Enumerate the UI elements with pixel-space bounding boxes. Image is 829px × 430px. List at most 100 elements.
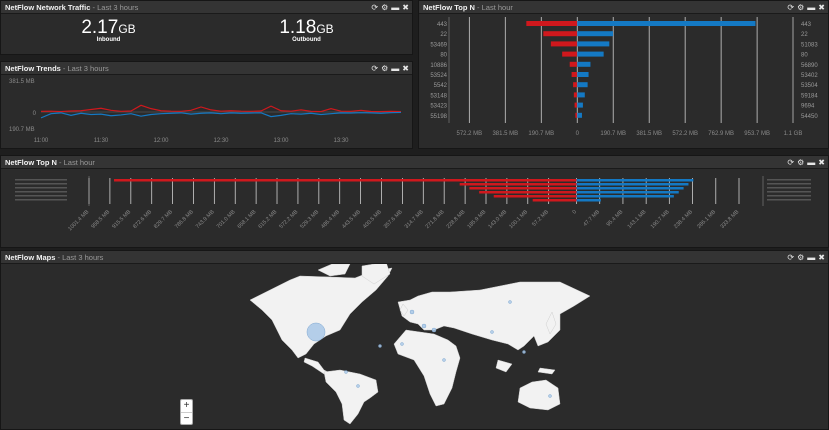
gear-icon[interactable]: ⚙ bbox=[381, 3, 389, 12]
category-label: 443 bbox=[801, 22, 812, 28]
minimize-icon[interactable]: ▬ bbox=[807, 253, 816, 262]
x-tick-label: 529.3 MB bbox=[299, 209, 320, 230]
category-label: 443 bbox=[437, 22, 448, 28]
category-label: 51083 bbox=[801, 42, 818, 48]
x-tick-label: 190.7 MB bbox=[600, 131, 626, 137]
outbound-bar bbox=[577, 82, 588, 88]
inbound-bar bbox=[526, 21, 578, 26]
category-label: 5542 bbox=[434, 83, 448, 89]
x-tick-label: 615.2 MB bbox=[258, 209, 279, 230]
zoom-out-button[interactable]: − bbox=[181, 412, 192, 424]
outbound-bar bbox=[577, 21, 756, 26]
network-traffic-header: NetFlow Network Traffic - Last 3 hours ⟳… bbox=[1, 1, 412, 14]
close-icon[interactable]: ✖ bbox=[818, 158, 825, 167]
minimize-icon[interactable]: ▬ bbox=[391, 3, 400, 12]
x-tick-label: 743.9 MB bbox=[195, 209, 216, 230]
topn-wide-chart: 1001.4 MB 958.5 MB 915.5 MB 872.6 MB 829.7 M… bbox=[15, 176, 811, 232]
x-tick-label: 357.6 MB bbox=[383, 209, 404, 230]
x-tick-label: 57.2 MB bbox=[531, 209, 550, 228]
gear-icon[interactable]: ⚙ bbox=[797, 3, 805, 12]
category-label-placeholder bbox=[767, 179, 811, 181]
x-tick-label: 190.7 MB bbox=[650, 209, 671, 230]
x-tick-label: 238.4 MB bbox=[673, 209, 694, 230]
y-tick-label: 0 bbox=[33, 111, 37, 117]
x-tick-label: 11:00 bbox=[34, 138, 49, 144]
flow-bubble bbox=[409, 309, 415, 315]
flow-bubble bbox=[508, 300, 512, 304]
x-tick-label: 95.4 MB bbox=[606, 209, 625, 228]
zoom-in-button[interactable]: + bbox=[183, 400, 190, 411]
topn-wide-header: NetFlow Top N - Last hour ⟳ ⚙ ▬ ✖ bbox=[1, 156, 828, 169]
outbound-bar bbox=[577, 61, 591, 67]
country-shape bbox=[303, 357, 329, 375]
inbound-bar bbox=[573, 92, 578, 98]
inbound-value: 2.17 bbox=[81, 17, 119, 38]
close-icon[interactable]: ✖ bbox=[818, 3, 825, 12]
category-label: 59184 bbox=[801, 93, 818, 99]
network-traffic-panel: NetFlow Network Traffic - Last 3 hours ⟳… bbox=[0, 0, 413, 55]
x-tick-label: 786.8 MB bbox=[174, 209, 195, 230]
x-tick-label: 11:30 bbox=[94, 138, 109, 144]
panel-subtitle: - Last hour bbox=[56, 158, 95, 167]
category-label: 80 bbox=[440, 53, 447, 59]
category-label-placeholder bbox=[15, 199, 67, 201]
close-icon[interactable]: ✖ bbox=[402, 64, 409, 73]
x-tick-label: 228.8 MB bbox=[446, 209, 467, 230]
flow-bubble bbox=[344, 370, 348, 374]
x-tick-label: 314.7 MB bbox=[404, 209, 425, 230]
minimize-icon[interactable]: ▬ bbox=[807, 158, 816, 167]
maps-header: NetFlow Maps - Last 3 hours ⟳ ⚙ ▬ ✖ bbox=[1, 251, 828, 264]
x-tick-label: 271.8 MB bbox=[425, 209, 446, 230]
country-shape bbox=[361, 264, 391, 285]
outbound-bar bbox=[577, 41, 610, 47]
x-tick-label: 47.7 MB bbox=[582, 209, 601, 228]
minimize-icon[interactable]: ▬ bbox=[807, 3, 816, 12]
gear-icon[interactable]: ⚙ bbox=[381, 64, 389, 73]
world-map[interactable] bbox=[0, 264, 829, 430]
inbound-bar bbox=[574, 102, 578, 108]
x-tick-label: 143.1 MB bbox=[627, 209, 648, 230]
flow-bubble bbox=[400, 342, 404, 346]
inbound-bar bbox=[575, 112, 578, 118]
topn-small-panel: NetFlow Top N - Last hour ⟳ ⚙ ▬ ✖ 572.2 MB 3… bbox=[418, 0, 829, 149]
outbound-bar bbox=[577, 92, 585, 98]
close-icon[interactable]: ✖ bbox=[818, 253, 825, 262]
category-label-placeholder bbox=[767, 183, 811, 185]
gear-icon[interactable]: ⚙ bbox=[797, 158, 805, 167]
panel-subtitle: - Last 3 hours bbox=[55, 253, 104, 262]
refresh-icon[interactable]: ⟳ bbox=[787, 3, 795, 12]
minimize-icon[interactable]: ▬ bbox=[391, 64, 400, 73]
category-label: 80 bbox=[801, 53, 808, 59]
refresh-icon[interactable]: ⟳ bbox=[787, 158, 795, 167]
category-label-placeholder bbox=[767, 199, 811, 201]
y-tick-label: 381.5 MB bbox=[9, 79, 35, 85]
gear-icon[interactable]: ⚙ bbox=[797, 253, 805, 262]
category-label-placeholder bbox=[767, 187, 811, 189]
inbound-bar bbox=[114, 179, 577, 182]
x-tick-label: 100.1 MB bbox=[508, 209, 529, 230]
inbound-series-line bbox=[40, 104, 402, 113]
close-icon[interactable]: ✖ bbox=[402, 3, 409, 12]
inbound-bar bbox=[573, 82, 578, 88]
x-tick-label: 12:30 bbox=[213, 138, 229, 144]
country-shape bbox=[517, 379, 561, 411]
trends-panel: NetFlow Trends - Last 3 hours ⟳ ⚙ ▬ ✖ 381.5… bbox=[0, 61, 413, 149]
x-tick-label: 486.4 MB bbox=[320, 209, 341, 230]
trends-header: NetFlow Trends - Last 3 hours ⟳ ⚙ ▬ ✖ bbox=[1, 62, 412, 75]
country-shape bbox=[545, 311, 557, 335]
category-label: 22 bbox=[801, 32, 808, 38]
x-tick-label: 0 bbox=[576, 131, 580, 137]
topn-small-chart: 572.2 MB 381.5 MB 190.7 MB 0 190.7 MB 381.5 M… bbox=[430, 17, 818, 137]
refresh-icon[interactable]: ⟳ bbox=[371, 3, 379, 12]
flow-bubble bbox=[442, 358, 446, 362]
category-label: 9694 bbox=[801, 104, 815, 110]
outbound-bar bbox=[576, 195, 674, 198]
refresh-icon[interactable]: ⟳ bbox=[787, 253, 795, 262]
x-tick-label: 829.7 MB bbox=[153, 209, 174, 230]
x-tick-label: 915.5 MB bbox=[111, 209, 132, 230]
country-shape bbox=[397, 281, 591, 351]
panel-title: NetFlow Network Traffic bbox=[5, 3, 91, 12]
inbound-bar bbox=[479, 191, 577, 194]
x-tick-label: 12:00 bbox=[153, 138, 169, 144]
refresh-icon[interactable]: ⟳ bbox=[371, 64, 379, 73]
